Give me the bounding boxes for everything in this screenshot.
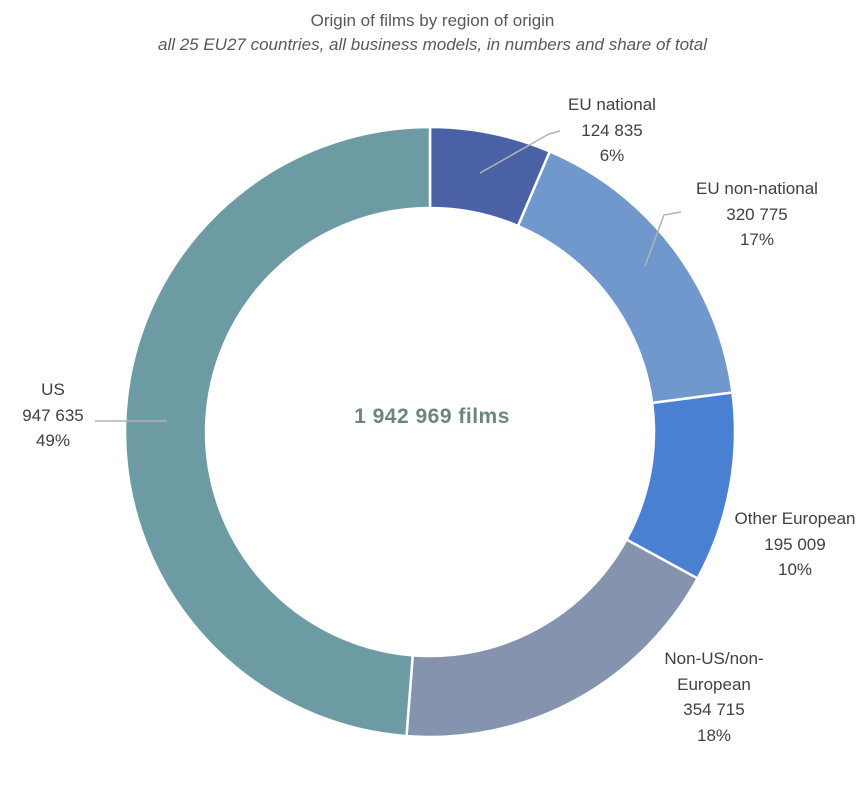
- segment-name: Non-US/non-European: [664, 649, 764, 694]
- segment-label-eu-non-national: EU non-national 320 775 17%: [696, 176, 818, 253]
- segment-value: 320 775: [726, 204, 788, 224]
- segment-value: 195 009: [764, 534, 826, 554]
- segment-label-us: US 947 635 49%: [22, 377, 83, 454]
- segment-name: US: [41, 380, 65, 399]
- segment-value: 354 715: [683, 700, 745, 719]
- donut-segments: [123, 125, 737, 739]
- segment-share: 17%: [739, 230, 775, 249]
- chart-subtitle: all 25 EU27 countries, all business mode…: [157, 35, 708, 54]
- chart-title: Origin of films by region of origin: [310, 11, 555, 30]
- segment-share: 49%: [35, 431, 71, 450]
- leader-line-eu-non-national: [644, 211, 682, 267]
- segment-label-eu-national: EU national 124 835 6%: [568, 92, 656, 169]
- segment-share: 6%: [599, 146, 625, 165]
- donut-segment-us: [123, 125, 432, 738]
- segment-share: 10%: [777, 560, 813, 579]
- leader-lines: [95, 130, 682, 422]
- segment-label-non-us-non-european: Non-US/non-European 354 715 18%: [648, 646, 780, 748]
- segment-name: EU national: [568, 95, 656, 114]
- donut-center-label: 1 942 969 films: [354, 405, 510, 428]
- segment-value: 124 835: [581, 120, 643, 140]
- leader-line-eu-national: [479, 130, 561, 174]
- segment-share: 18%: [696, 725, 732, 745]
- segment-value: 947 635: [22, 405, 84, 425]
- segment-label-other-european: Other European 195 009 10%: [735, 506, 856, 583]
- segment-name: Other European: [734, 509, 856, 528]
- segment-name: EU non-national: [696, 179, 818, 198]
